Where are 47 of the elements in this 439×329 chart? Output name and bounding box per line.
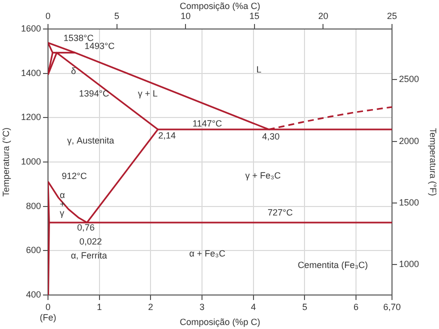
y-axis-title: Temperatura (°C) bbox=[0, 127, 11, 197]
annotation: γ, Austenita bbox=[67, 135, 114, 146]
y2-tick-label: 2000 bbox=[399, 136, 420, 146]
annotation: Cementita (Fe₃C) bbox=[298, 260, 368, 270]
annotation: 912°C bbox=[62, 171, 88, 182]
y2-tick-label: 1000 bbox=[399, 258, 420, 269]
annotation: L bbox=[256, 64, 262, 75]
x-tick-label: 4 bbox=[250, 302, 256, 312]
x-tick-label: 2 bbox=[148, 302, 154, 312]
annotation: γ + L bbox=[138, 88, 158, 99]
x-tick-label: 0 (Fe) bbox=[40, 302, 56, 323]
x-axis-title: Composição (%p C) bbox=[180, 317, 260, 328]
x2-tick-label: 25 bbox=[386, 11, 398, 22]
y2-axis-title: Temperatura (°F) bbox=[428, 128, 438, 196]
x2-axis-title: Composição (%a C) bbox=[180, 0, 260, 11]
annotation: 727°C bbox=[268, 208, 294, 218]
annotation: 2,14 bbox=[158, 130, 176, 141]
y-tick-label: 600 bbox=[26, 245, 41, 256]
x2-tick-label: 20 bbox=[318, 11, 328, 22]
annotation: 1538°C bbox=[63, 32, 94, 43]
x2-tick-label: 10 bbox=[180, 11, 191, 22]
y-tick-label: 1400 bbox=[20, 68, 41, 78]
y2-tick-label: 1500 bbox=[399, 197, 420, 208]
annotation: α + Fe₃C bbox=[189, 248, 226, 259]
y-tick-label: 800 bbox=[26, 200, 41, 211]
annotation: 4,30 bbox=[262, 131, 280, 142]
x2-tick-label: 5 bbox=[114, 11, 120, 22]
x-tick-label: 5 bbox=[302, 302, 308, 312]
x-tick-label: 3 bbox=[200, 302, 205, 312]
annotation: 0,76 bbox=[77, 222, 95, 232]
annotation: 1147°C bbox=[192, 118, 222, 129]
x-tick-label: 6,70 bbox=[383, 302, 401, 312]
annotation: α, Ferrita bbox=[70, 250, 108, 260]
y-tick-label: 1200 bbox=[20, 112, 41, 122]
annotation: δ bbox=[71, 66, 76, 76]
x2-tick-label: 0 bbox=[45, 11, 51, 22]
y-tick-label: 1000 bbox=[20, 156, 41, 166]
y-tick-label: 1600 bbox=[20, 23, 41, 34]
x2-tick-label: 15 bbox=[249, 11, 260, 22]
y2-tick-label: 2500 bbox=[399, 74, 420, 84]
annotation: γ + Fe₃C bbox=[245, 170, 282, 181]
annotation: 0,022 bbox=[79, 236, 102, 246]
x-tick-label: 1 bbox=[96, 302, 102, 312]
annotation: 1394°C bbox=[78, 88, 110, 99]
y-tick-label: 400 bbox=[26, 289, 41, 300]
x-tick-label: 6 bbox=[354, 302, 359, 312]
annotation: 1493°C bbox=[84, 40, 116, 51]
